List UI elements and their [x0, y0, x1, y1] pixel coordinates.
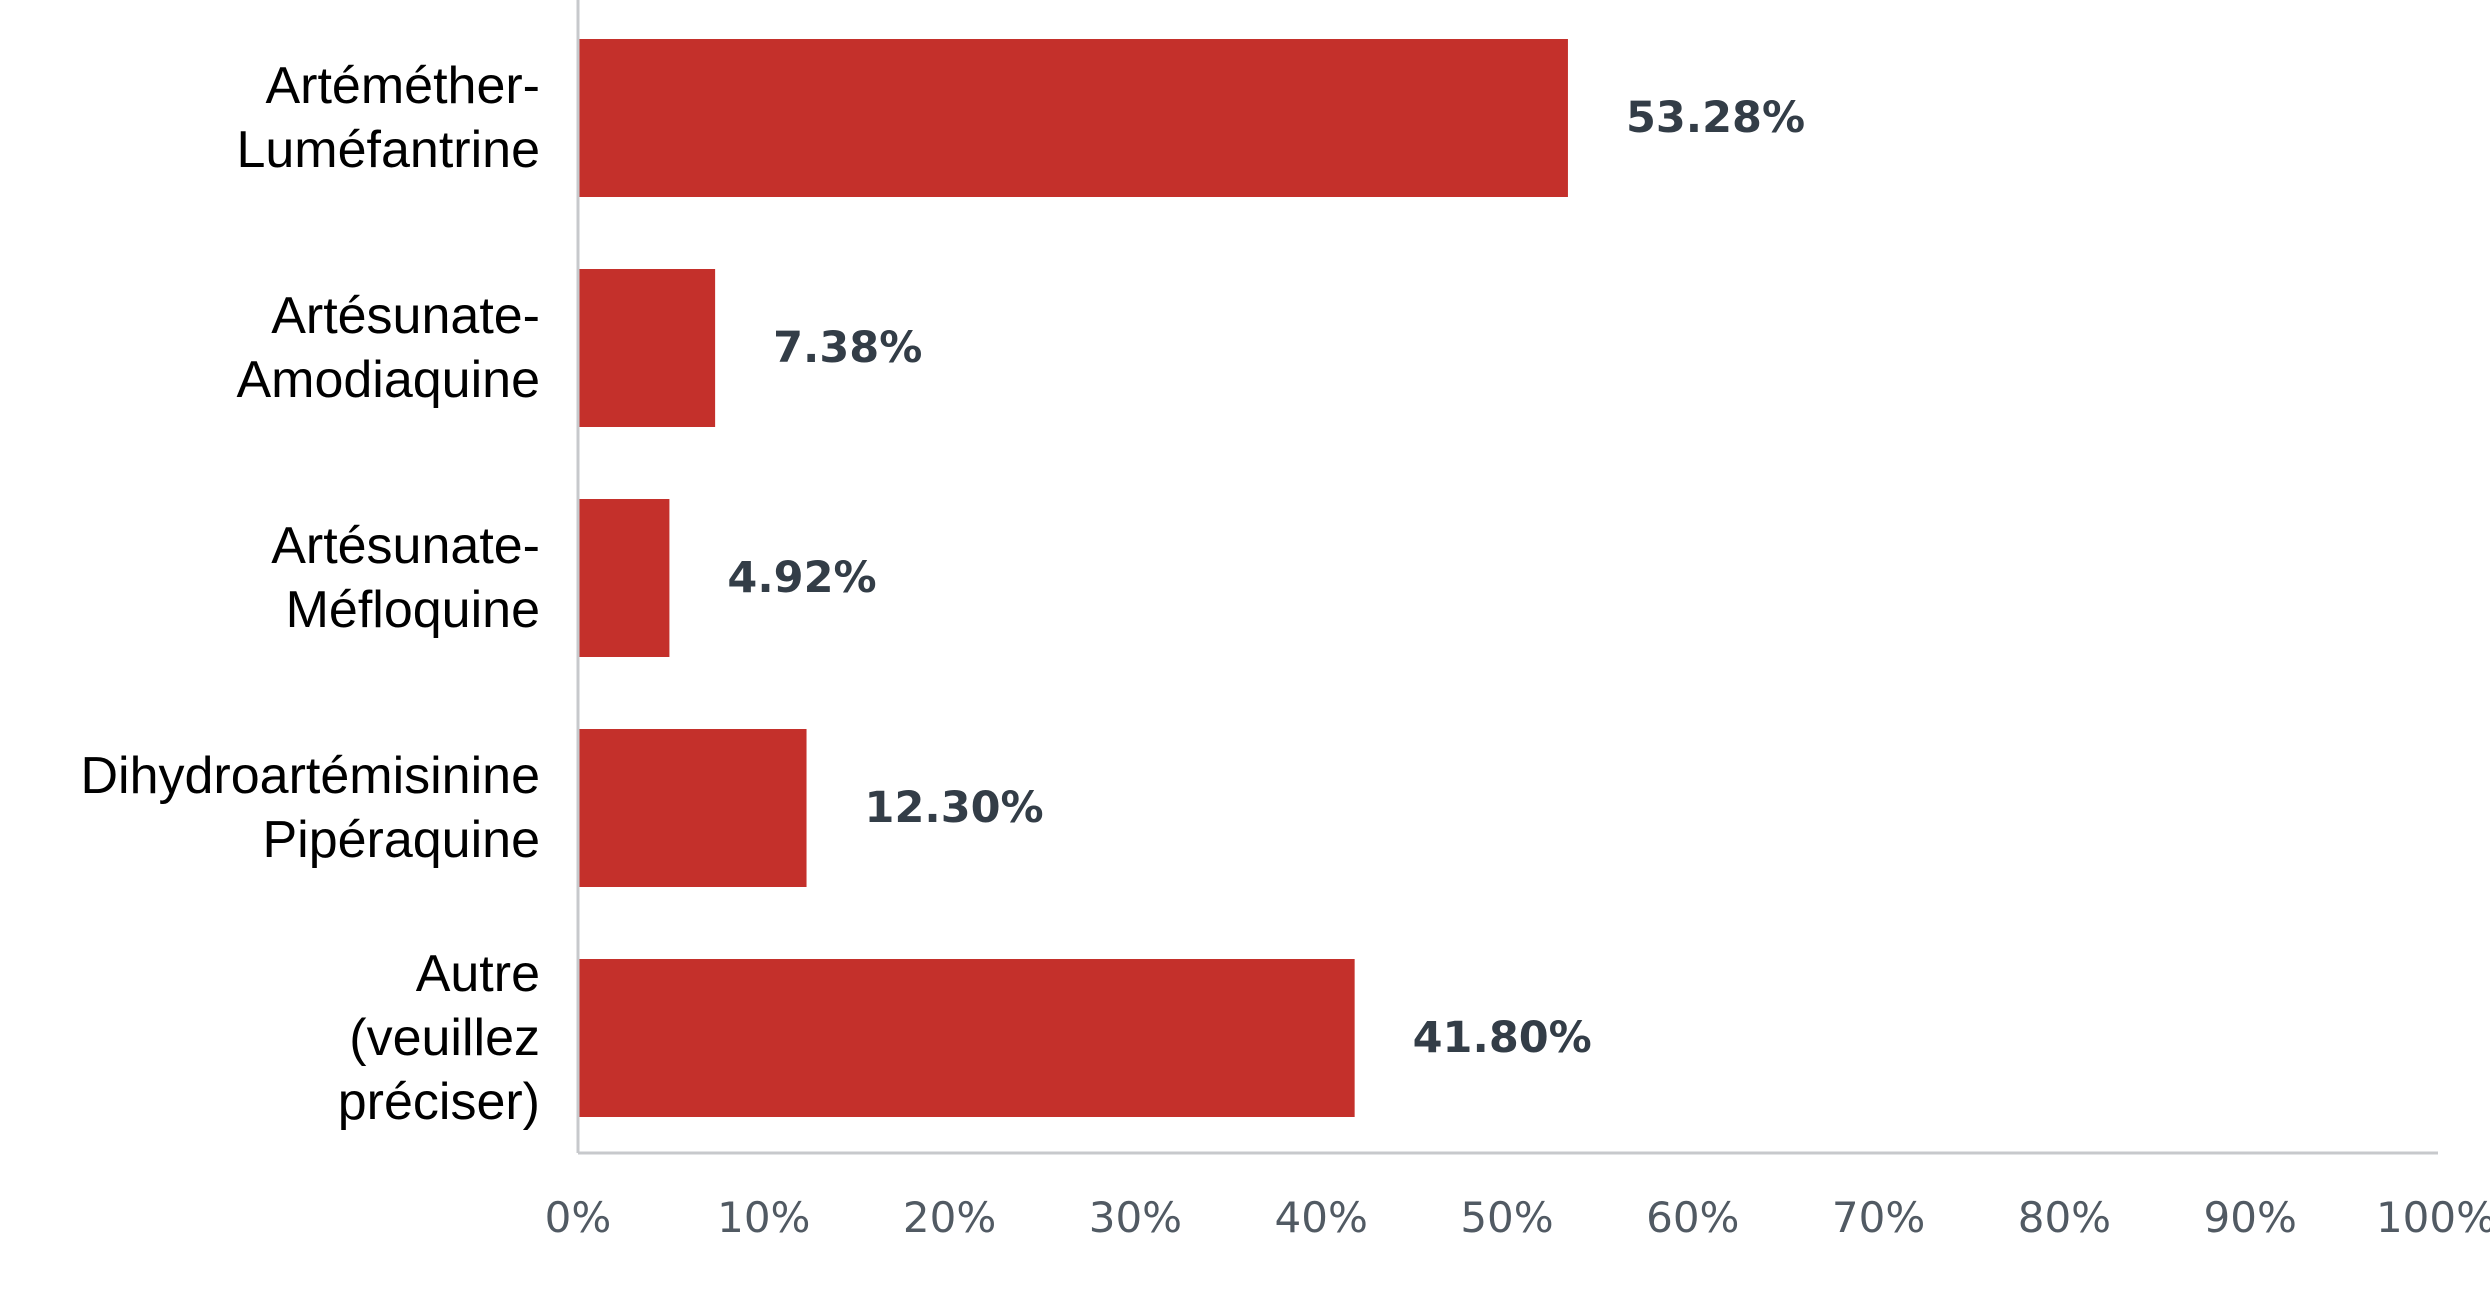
bar-value-label: 4.92%: [727, 553, 876, 603]
x-tick-label: 50%: [1460, 1193, 1553, 1242]
bar-value-label: 7.38%: [773, 323, 922, 373]
category-label: Artésunate-Méfloquine: [271, 517, 540, 639]
category-label: Artésunate-Amodiaquine: [236, 287, 540, 409]
bar: [578, 499, 670, 657]
x-tick-label: 30%: [1089, 1193, 1182, 1242]
bar: [578, 39, 1568, 197]
bar-value-label: 12.30%: [865, 783, 1044, 833]
bar: [578, 269, 716, 427]
x-tick-label: 20%: [903, 1193, 996, 1242]
category-labels: Artéméther-Luméfantrine Artésunate-Amodia…: [80, 57, 540, 1131]
x-tick-label: 70%: [1832, 1193, 1925, 1242]
x-tick-label: 40%: [1275, 1193, 1368, 1242]
bar: [578, 959, 1355, 1117]
category-label: Artéméther-Luméfantrine: [236, 57, 540, 179]
bar: [578, 729, 807, 887]
x-axis-tick-labels: 0% 10% 20% 30% 40% 50% 60% 70% 80% 90% 100%: [545, 1193, 2490, 1242]
x-tick-label: 0%: [545, 1193, 612, 1242]
x-tick-label: 90%: [2204, 1193, 2297, 1242]
bar-value-label: 41.80%: [1413, 1013, 1592, 1063]
bar-value-label: 53.28%: [1626, 93, 1805, 143]
x-tick-label: 80%: [2018, 1193, 2111, 1242]
x-tick-label: 10%: [717, 1193, 810, 1242]
value-labels: 53.28% 7.38% 4.92% 12.30% 41.80%: [727, 93, 1805, 1063]
x-tick-label: 100%: [2376, 1193, 2490, 1242]
category-label: Autre (veuillez préciser): [338, 945, 540, 1131]
bars: [578, 39, 1568, 1117]
x-tick-label: 60%: [1646, 1193, 1739, 1242]
category-label: Dihydroartémisinine Pipéraquine: [80, 747, 540, 869]
